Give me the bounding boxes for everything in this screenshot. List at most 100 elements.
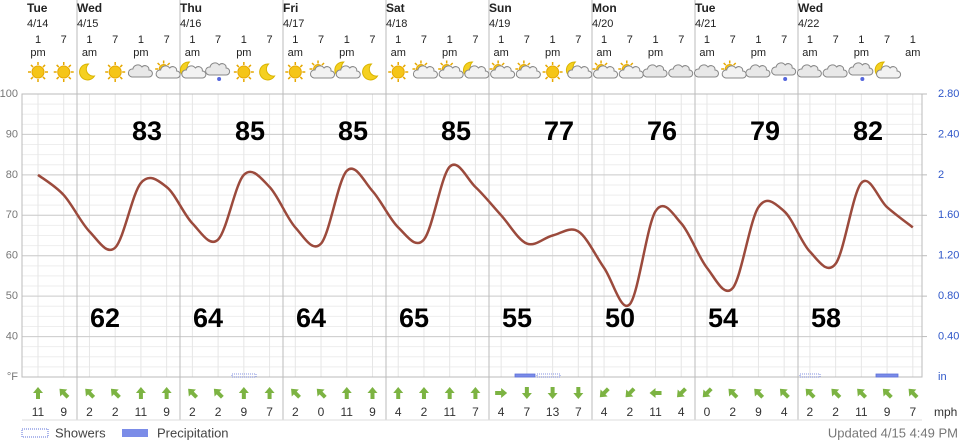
weather-icon: [438, 60, 464, 79]
wind-speed: 7: [266, 405, 273, 419]
y-tick-label: 40: [6, 330, 18, 342]
wind-arrow: [444, 387, 455, 399]
sun-ray: [544, 76, 549, 80]
cloud: [642, 64, 668, 78]
cloud: [876, 65, 902, 79]
weather-icon: [592, 60, 619, 79]
weather-icon: [642, 64, 668, 78]
sun-ray: [56, 76, 60, 80]
sun-ray: [68, 64, 72, 68]
time-label: 7: [884, 34, 890, 46]
wind-arrow: [85, 388, 96, 399]
wind-arrow: [316, 388, 327, 399]
low-temp: 54: [708, 303, 738, 333]
sun-ray: [424, 62, 428, 66]
time-label: pm: [751, 47, 766, 59]
arrow: [677, 387, 687, 398]
weather-icon: [179, 61, 207, 79]
date-label: 4/15: [77, 18, 98, 30]
sun: [57, 65, 71, 79]
date-label: 4/21: [695, 18, 716, 30]
wind-arrow: [779, 388, 790, 399]
time-label: 7: [215, 34, 221, 46]
arrow: [521, 387, 532, 399]
date-label: 4/17: [283, 18, 304, 30]
rain-drop: [860, 77, 865, 81]
arrow: [908, 388, 919, 399]
time-label: 1: [395, 34, 401, 46]
arrow: [882, 388, 893, 399]
sun-ray: [30, 76, 34, 80]
time-label: 1: [858, 34, 864, 46]
high-temp: 85: [235, 116, 265, 146]
arrow: [213, 388, 224, 399]
time-label: pm: [854, 47, 869, 59]
weather-icon: [618, 60, 644, 79]
time-label: 1: [807, 34, 813, 46]
sun-ray: [68, 76, 72, 80]
wind-speed: 4: [678, 405, 685, 419]
weather-icon: [565, 61, 593, 79]
time-label: am: [802, 47, 817, 59]
precip-trace: [875, 373, 899, 378]
arrow: [393, 387, 404, 399]
sun-ray: [248, 76, 252, 80]
time-label: pm: [30, 47, 45, 59]
sun-ray: [620, 62, 624, 66]
weather-icon: [28, 62, 48, 82]
wind-speed: 4: [601, 405, 608, 419]
time-label: 7: [627, 34, 633, 46]
sun-ray: [557, 64, 561, 68]
wind-speed: 2: [729, 405, 736, 419]
wind-speed: 2: [215, 405, 222, 419]
sun-ray: [450, 62, 454, 66]
day-label: Tue: [695, 1, 716, 15]
cloud: [567, 65, 593, 79]
wind-arrow: [495, 388, 508, 398]
day-label: Sat: [386, 1, 405, 15]
time-label: am: [288, 47, 303, 59]
legend-swatch-precip: [122, 429, 148, 437]
sun-ray: [157, 62, 161, 66]
high-temp: 85: [441, 116, 471, 146]
cloud: [668, 64, 694, 78]
wind-arrow: [547, 387, 558, 399]
day-label: Mon: [592, 1, 617, 15]
time-label: am: [82, 47, 97, 59]
time-label: 1: [447, 34, 453, 46]
time-label: 7: [781, 34, 787, 46]
date-label: 4/16: [180, 18, 201, 30]
weather-icon: [796, 64, 822, 78]
time-label: am: [185, 47, 200, 59]
sun-ray: [544, 64, 549, 68]
arrow: [110, 388, 121, 399]
wind-speed: 4: [781, 405, 788, 419]
low-temp: 55: [502, 303, 532, 333]
wind-arrow: [213, 388, 224, 399]
wind-arrow: [677, 387, 687, 398]
time-label: 7: [833, 34, 839, 46]
moon: [259, 63, 276, 81]
sun-ray: [402, 76, 406, 80]
cloud: [205, 62, 231, 76]
wind-arrow: [831, 388, 842, 399]
time-label: 1: [910, 34, 916, 46]
cloud: [335, 65, 361, 79]
updated: Updated 4/15 4:49 PM: [828, 425, 958, 440]
sun-ray: [119, 76, 123, 80]
high-temp: 77: [544, 116, 574, 146]
time-label: 7: [678, 34, 684, 46]
weather-icon: [233, 62, 254, 82]
arrow: [418, 387, 429, 399]
wind-arrow: [110, 388, 121, 399]
wind-arrow: [33, 387, 43, 399]
y2-tick-label: 0.40: [938, 330, 959, 342]
sun: [288, 65, 302, 79]
wind-speed: 4: [498, 405, 505, 419]
weather-icon: [848, 62, 874, 81]
sun-ray: [390, 76, 394, 80]
arrow: [573, 387, 584, 399]
day-label: Wed: [798, 1, 823, 15]
sun-ray: [30, 64, 34, 68]
